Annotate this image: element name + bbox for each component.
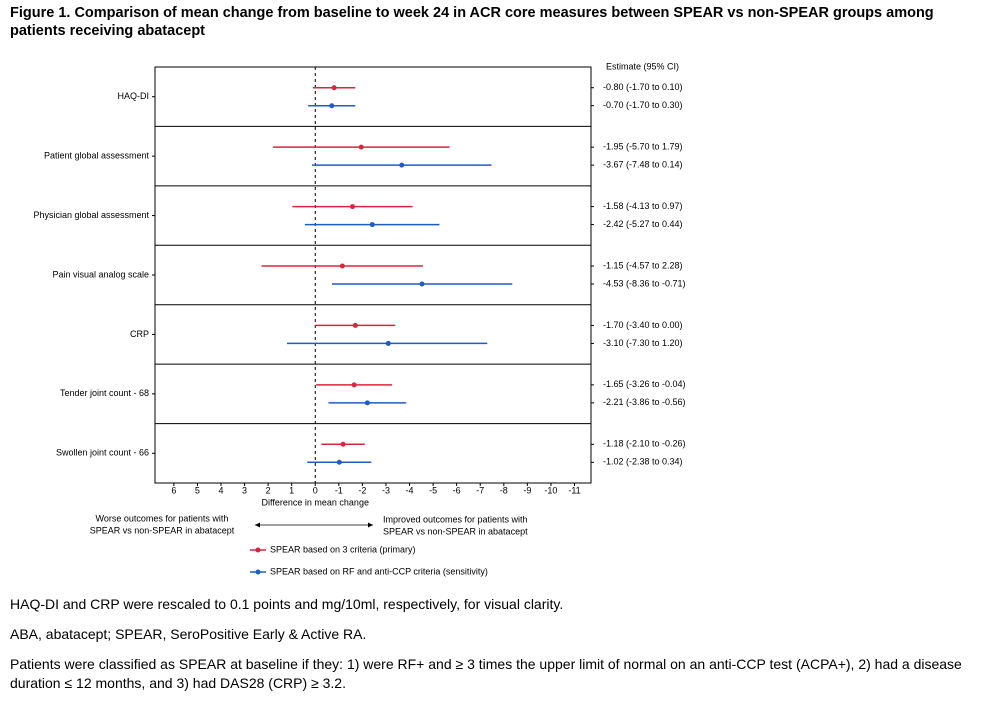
category-label: CRP <box>130 329 149 339</box>
estimate-point <box>349 204 355 210</box>
estimate-point <box>336 459 342 465</box>
x-tick-label: -7 <box>476 485 484 495</box>
footnote: HAQ-DI and CRP were rescaled to 0.1 poin… <box>10 596 564 612</box>
estimate-point <box>339 263 345 269</box>
estimate-point <box>364 400 370 406</box>
chart: 6 5 4 3 2 1 0 -1 -2 -3 -4 -5 -6 -7 -8 -9 -10 -11 Differenc… <box>33 61 686 576</box>
estimate-label: -1.15 (-4.57 to 2.28) <box>603 260 683 270</box>
column-header: Estimate (95% CI) <box>606 61 679 71</box>
x-tick-label: 0 <box>313 485 318 495</box>
x-tick-label: -5 <box>429 485 437 495</box>
category-label: Tender joint count - 68 <box>60 388 149 398</box>
annotation: SPEAR vs non-SPEAR in abatacept <box>383 526 528 536</box>
x-tick-label: -4 <box>406 485 414 495</box>
category-label: HAQ-DI <box>118 91 150 101</box>
legend-swatch <box>255 569 261 575</box>
plot-frame <box>154 66 592 484</box>
category-label: Physician global assessment <box>33 210 149 220</box>
estimate-point <box>329 103 335 109</box>
x-tick-label: 1 <box>289 485 294 495</box>
legend-label: SPEAR based on RF and anti-CCP criteria … <box>270 566 488 576</box>
estimate-point <box>399 162 405 168</box>
x-tick-label: -9 <box>523 485 531 495</box>
legend-label: SPEAR based on 3 criteria (primary) <box>270 544 416 554</box>
estimate-label: -2.21 (-3.86 to -0.56) <box>603 397 686 407</box>
estimate-point <box>352 322 358 328</box>
x-tick-label: 6 <box>171 485 176 495</box>
x-tick-label: 2 <box>266 485 271 495</box>
chart-title: Figure 1. Comparison of mean change from… <box>10 5 934 39</box>
legend-swatch <box>255 547 261 553</box>
estimate-label: -0.80 (-1.70 to 0.10) <box>603 82 683 92</box>
annotation: Improved outcomes for patients with <box>383 514 528 524</box>
x-tick-label: 4 <box>218 485 223 495</box>
x-tick-label: -11 <box>568 485 580 495</box>
estimate-point <box>369 222 375 228</box>
x-tick-label: 3 <box>242 485 247 495</box>
estimate-label: -1.02 (-2.38 to 0.34) <box>603 457 683 467</box>
x-tick-label: -8 <box>500 485 508 495</box>
x-tick-label: -3 <box>382 485 390 495</box>
x-tick-label: -2 <box>358 485 366 495</box>
footnote: Patients were classified as SPEAR at bas… <box>10 656 962 691</box>
estimate-label: -1.70 (-3.40 to 0.00) <box>603 320 683 330</box>
x-axis-label: Difference in mean change <box>262 497 369 507</box>
category-label: Swollen joint count - 66 <box>56 448 149 458</box>
x-tick-label: 5 <box>195 485 200 495</box>
estimate-point <box>385 340 391 346</box>
x-tick-label: -1 <box>335 485 343 495</box>
estimate-label: -4.53 (-8.36 to -0.71) <box>603 278 686 288</box>
estimate-label: -3.10 (-7.30 to 1.20) <box>603 338 683 348</box>
estimate-label: -1.65 (-3.26 to -0.04) <box>603 379 686 389</box>
category-label: Pain visual analog scale <box>52 269 149 279</box>
footnote: ABA, abatacept; SPEAR, SeroPositive Earl… <box>10 626 367 642</box>
estimate-point <box>358 144 364 150</box>
estimate-label: -1.95 (-5.70 to 1.79) <box>603 142 683 152</box>
category-label: Patient global assessment <box>44 151 150 161</box>
estimate-point <box>351 382 357 388</box>
estimate-label: -2.42 (-5.27 to 0.44) <box>603 219 683 229</box>
x-tick-label: -10 <box>544 485 557 495</box>
annotation: Worse outcomes for patients with <box>96 513 229 523</box>
estimate-point <box>331 85 337 91</box>
estimate-label: -3.67 (-7.48 to 0.14) <box>603 160 683 170</box>
x-tick-label: -6 <box>453 485 461 495</box>
estimate-point <box>419 281 425 287</box>
estimate-label: -1.18 (-2.10 to -0.26) <box>603 439 686 449</box>
annotation: SPEAR vs non-SPEAR in abatacept <box>90 525 235 535</box>
estimate-label: -0.70 (-1.70 to 0.30) <box>603 100 683 110</box>
estimate-point <box>340 441 346 447</box>
estimate-label: -1.58 (-4.13 to 0.97) <box>603 201 683 211</box>
